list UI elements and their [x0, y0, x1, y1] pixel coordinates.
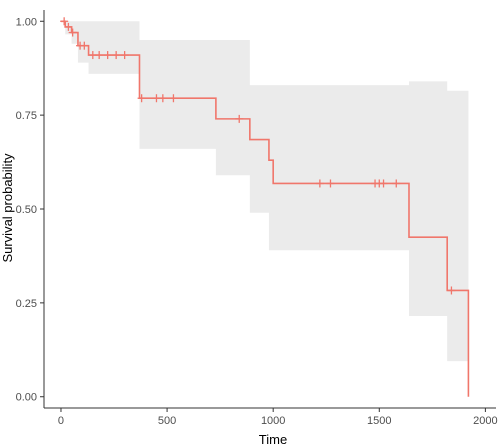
confidence-ribbon	[60, 21, 469, 362]
y-tick-label: 0.00	[16, 392, 37, 404]
censor-mark	[326, 179, 335, 188]
y-tick-label: 0.50	[16, 204, 37, 216]
y-tick-label: 0.25	[16, 298, 37, 310]
x-tick-label: 0	[58, 415, 64, 427]
censor-mark	[64, 22, 73, 31]
x-tick-label: 500	[158, 415, 176, 427]
censor-mark	[80, 41, 89, 50]
censor-mark	[103, 51, 112, 60]
y-axis-title: Survival probability	[0, 153, 15, 263]
x-tick-label: 2000	[473, 415, 497, 427]
tick-labels: 0 500 1000 1500 2000 0.00 0.25 0.50 0.75 1.00	[16, 16, 498, 427]
censor-mark	[112, 51, 121, 60]
censor-marks	[60, 17, 456, 295]
x-axis-title: Time	[259, 432, 287, 447]
x-tick-label: 1500	[367, 415, 391, 427]
censor-mark	[392, 179, 401, 188]
censor-mark	[120, 51, 129, 60]
censor-mark	[169, 94, 178, 103]
censor-mark	[158, 94, 167, 103]
censor-mark	[447, 286, 456, 295]
axes	[40, 10, 496, 412]
censor-mark	[68, 28, 77, 37]
confidence-band	[60, 21, 469, 362]
x-tick-label: 1000	[261, 415, 285, 427]
y-tick-label: 0.75	[16, 110, 37, 122]
censor-mark	[379, 179, 388, 188]
censor-mark	[60, 17, 69, 26]
censor-mark	[315, 179, 324, 188]
censor-mark	[95, 51, 104, 60]
censor-mark	[235, 114, 244, 123]
y-tick-label: 1.00	[16, 16, 37, 28]
censor-mark	[137, 94, 146, 103]
